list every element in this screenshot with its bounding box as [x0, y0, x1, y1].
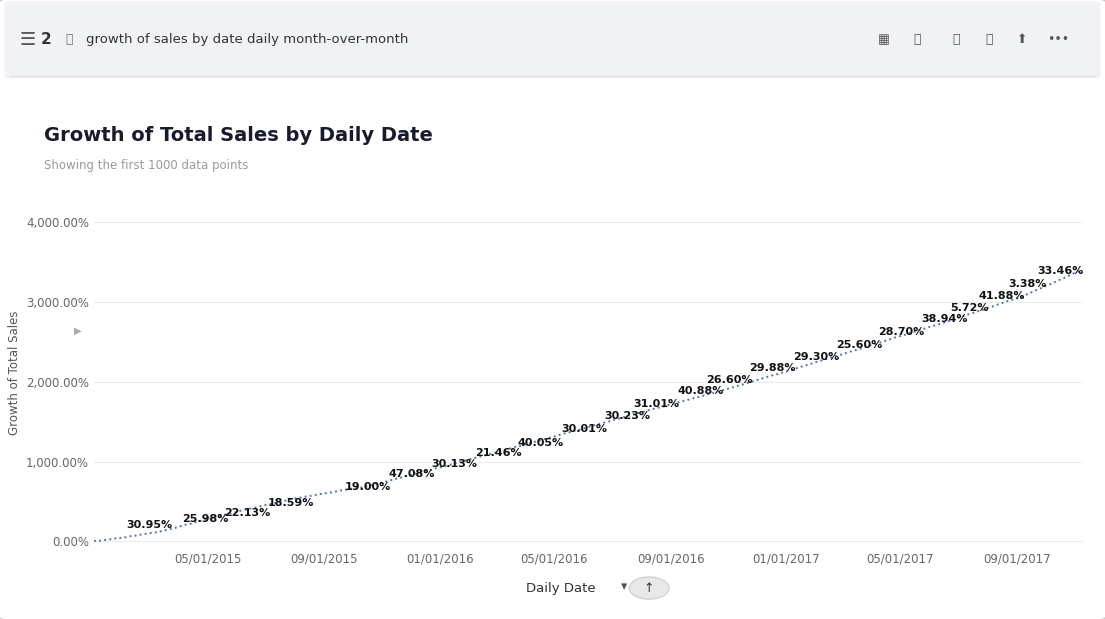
Text: 2: 2	[41, 32, 52, 48]
Text: 33.46%: 33.46%	[1038, 266, 1084, 276]
Text: 38.94%: 38.94%	[920, 314, 967, 324]
Text: 22.13%: 22.13%	[223, 508, 270, 517]
Text: ☰: ☰	[20, 31, 35, 49]
Text: growth of sales by date daily month-over-month: growth of sales by date daily month-over…	[86, 33, 409, 46]
Text: 3.38%: 3.38%	[1008, 279, 1046, 289]
Text: 31.01%: 31.01%	[633, 399, 678, 409]
Text: 40.88%: 40.88%	[677, 386, 724, 396]
Text: ▶: ▶	[74, 326, 82, 336]
Y-axis label: Growth of Total Sales: Growth of Total Sales	[8, 311, 21, 435]
Text: ⬆: ⬆	[1017, 33, 1028, 46]
Text: 21.46%: 21.46%	[475, 448, 523, 458]
Text: 19.00%: 19.00%	[345, 482, 391, 492]
Text: 41.88%: 41.88%	[979, 290, 1025, 301]
Text: 29.88%: 29.88%	[749, 363, 796, 373]
Text: ▦: ▦	[878, 33, 890, 46]
Text: 29.30%: 29.30%	[793, 352, 839, 361]
Text: 26.60%: 26.60%	[706, 375, 753, 385]
Text: 30.95%: 30.95%	[126, 521, 172, 530]
Text: ↑: ↑	[644, 581, 654, 595]
Text: Daily Date: Daily Date	[526, 582, 596, 595]
Text: 💡: 💡	[986, 33, 992, 46]
Text: ▾: ▾	[621, 580, 627, 593]
Text: 5.72%: 5.72%	[950, 303, 989, 313]
Text: 📊: 📊	[914, 33, 920, 46]
Text: Growth of Total Sales by Daily Date: Growth of Total Sales by Daily Date	[44, 126, 433, 145]
Text: 28.70%: 28.70%	[878, 327, 925, 337]
Text: 30.01%: 30.01%	[561, 424, 607, 434]
Text: Showing the first 1000 data points: Showing the first 1000 data points	[44, 159, 249, 172]
Text: 🔍: 🔍	[66, 33, 73, 46]
Text: 18.59%: 18.59%	[269, 498, 315, 508]
Text: 25.98%: 25.98%	[182, 514, 229, 524]
Text: 40.05%: 40.05%	[517, 438, 564, 448]
Text: 📌: 📌	[953, 33, 959, 46]
Text: 30.23%: 30.23%	[604, 411, 651, 421]
Text: 25.60%: 25.60%	[836, 340, 883, 350]
Text: •••: •••	[1048, 33, 1070, 46]
Text: 47.08%: 47.08%	[389, 469, 435, 478]
Text: 30.13%: 30.13%	[431, 459, 477, 469]
